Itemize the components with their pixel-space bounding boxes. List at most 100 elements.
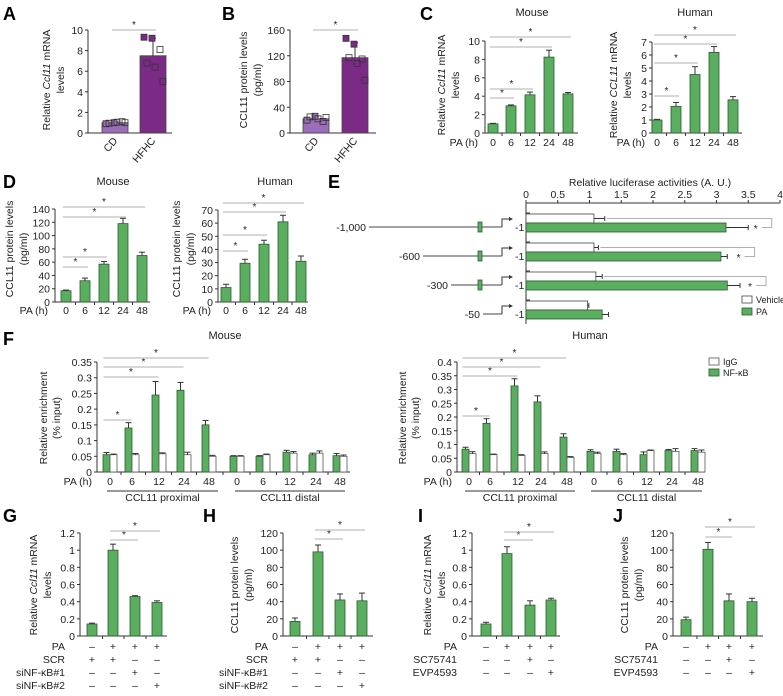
significance-star: * <box>253 202 257 213</box>
y-axis-label: levels <box>55 67 67 94</box>
y-tick-label: 1 <box>69 545 75 557</box>
legend-label: PA <box>756 307 767 317</box>
significance-star: * <box>510 79 514 90</box>
panel-letter: G <box>3 506 17 526</box>
bar-nfkb <box>664 450 673 473</box>
bar-vehicle <box>525 300 588 311</box>
treatment-mark: – <box>683 654 689 666</box>
y-axis-label: (pg/ml) <box>185 233 197 266</box>
tss-arrowhead-icon <box>509 246 513 250</box>
treatment-mark: – <box>89 680 95 692</box>
y-tick-label: 0.2 <box>452 614 467 626</box>
bar <box>136 255 148 303</box>
x-tick-label: 6 <box>487 476 493 488</box>
y-tick-label: 0 <box>446 467 452 479</box>
y-tick-label: 0.25 <box>72 388 93 400</box>
x-tick-label: 12 <box>153 476 165 488</box>
panel-e: E Relative luciferase activities (A. U.) 0… <box>328 172 783 324</box>
x-axis-prefix-label: PA (h) <box>20 305 48 317</box>
significance-star: * <box>327 529 331 540</box>
bar <box>79 280 91 303</box>
x-tick-label: 6 <box>82 305 88 317</box>
x-tick-label: 6 <box>508 137 514 149</box>
treatment-mark: + <box>749 667 755 679</box>
treatment-mark: + <box>337 641 343 653</box>
panel-letter: J <box>613 506 623 526</box>
x-tick-label: 48 <box>692 476 704 488</box>
x-tick-label: 6 <box>673 137 679 149</box>
y-axis-label-part: levels <box>622 72 634 99</box>
bar-vehicle <box>525 242 595 253</box>
bar <box>680 619 692 637</box>
data-point <box>306 113 314 121</box>
y-tick-label: 120 <box>267 51 285 63</box>
y-axis-label-part: CCL11 protein levels <box>171 201 183 298</box>
x-tick-label: 0 <box>591 476 597 488</box>
treatment-mark: + <box>132 641 138 653</box>
y-tick-label: 0.05 <box>432 453 453 465</box>
bar <box>289 621 301 637</box>
y-tick-label: 80 <box>273 77 285 89</box>
y-axis-label-part: levels <box>436 572 448 599</box>
bar-nfkb <box>151 394 160 473</box>
treatment-mark: – <box>292 680 298 692</box>
y-tick-label: 70 <box>201 205 213 217</box>
y-tick-label: 120 <box>260 528 278 540</box>
y-axis-label: (pg/ml) <box>243 569 255 602</box>
y-axis-label: Relative enrichment <box>397 372 409 465</box>
treatment-label: SC75741 <box>614 654 658 666</box>
panel-letter: F <box>3 329 14 349</box>
y-tick-label: 6 <box>77 66 83 78</box>
panel-letter: D <box>3 172 16 192</box>
y-tick-label: 0.4 <box>437 357 452 369</box>
y-tick-label: 20 <box>201 271 213 283</box>
treatment-mark: – <box>527 667 533 679</box>
y-tick-label: 30 <box>201 258 213 270</box>
y-tick-label: 0.8 <box>452 562 467 574</box>
significance-bracket <box>606 218 773 228</box>
treatment-mark: + <box>705 641 711 653</box>
y-tick-label: 60 <box>38 257 50 269</box>
y-tick-label: 1.2 <box>60 528 75 540</box>
x-tick-label: 48 <box>727 137 739 149</box>
y-axis-label-part: Ccl11 <box>422 568 434 594</box>
y-axis-label: (pg/ml) <box>18 233 30 266</box>
significance-star: * <box>122 530 126 541</box>
construct-label: -600 <box>399 251 420 263</box>
treatment-label: siNF-κB#1 <box>16 667 65 679</box>
y-tick-label: 3 <box>641 89 647 101</box>
significance-star: * <box>133 521 137 532</box>
significance-star: * <box>154 348 158 359</box>
x-axis-prefix-label: PA (h) <box>183 305 211 317</box>
group-label: CCL11 distal <box>617 492 676 504</box>
y-tick-label: 0.15 <box>432 426 453 438</box>
treatment-mark: – <box>359 654 365 666</box>
y-tick-label: 0.35 <box>72 357 93 369</box>
treatment-mark: – <box>504 654 510 666</box>
significance-star: * <box>527 522 531 533</box>
x-axis-prefix-label: PA (h) <box>424 476 452 488</box>
data-point <box>113 118 121 126</box>
data-point <box>314 115 322 123</box>
treatment-label: EVP4593 <box>413 667 458 679</box>
significance-star: * <box>513 348 517 359</box>
treatment-mark: + <box>359 680 365 692</box>
significance-star: * <box>748 282 752 293</box>
bar <box>524 94 536 134</box>
treatment-mark: – <box>705 667 711 679</box>
treatment-mark: + <box>110 654 116 666</box>
significance-star: * <box>338 520 342 531</box>
data-point <box>350 40 358 48</box>
y-tick-label: 0.8 <box>60 562 75 574</box>
y-axis-label-part: mRNA <box>28 535 40 569</box>
y-tick-label: 0.2 <box>437 412 452 424</box>
y-tick-label: 0.3 <box>77 373 92 385</box>
group-label: CCL11 distal <box>260 492 319 504</box>
bar <box>723 600 735 637</box>
treatment-mark: – <box>683 641 689 653</box>
bar-vehicle <box>525 213 595 224</box>
y-axis-label: levels <box>622 72 634 99</box>
